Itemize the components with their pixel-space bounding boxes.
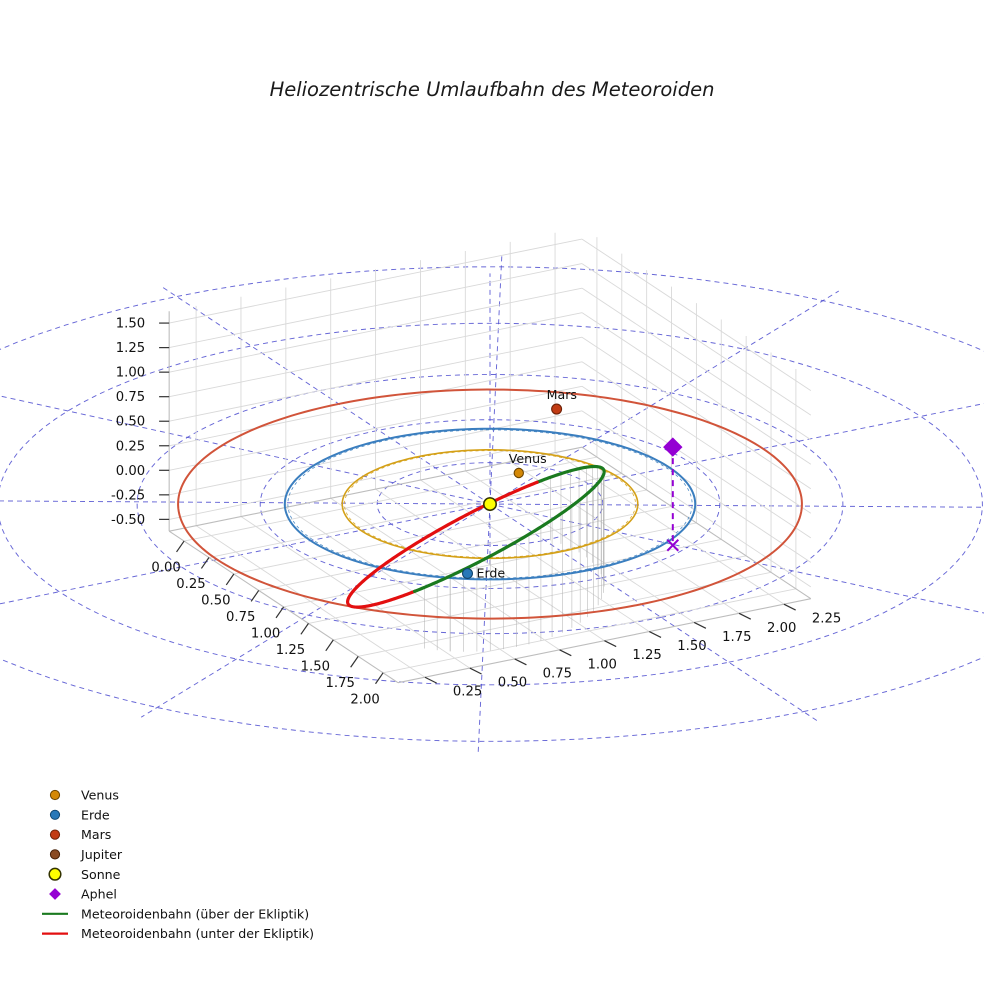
orbit-mars xyxy=(177,388,803,620)
tick-x: 0.25 xyxy=(176,577,205,592)
label-erde: Erde xyxy=(477,565,506,580)
tick-z: 0.25 xyxy=(116,439,145,454)
tick-z: 0.50 xyxy=(116,415,145,430)
tick-x: 1.25 xyxy=(276,643,305,658)
tick-z: 0.00 xyxy=(116,464,145,479)
legend: Venus Erde Mars Jupiter Sonne Aphel Meteoroide… xyxy=(42,788,314,941)
legend-item[interactable]: Meteoroidenbahn (unter der Ekliptik) xyxy=(42,926,314,941)
page-title: Heliozentrische Umlaufbahn des Meteoroid… xyxy=(270,78,715,101)
tick-x: 0.75 xyxy=(226,610,255,625)
aphel-floor-marker xyxy=(666,539,680,552)
tick-x: 0.00 xyxy=(151,561,180,576)
legend-label: Meteoroidenbahn (über der Ekliptik) xyxy=(81,906,309,921)
legend-label: Erde xyxy=(81,807,110,822)
tick-y: 2.25 xyxy=(812,612,841,627)
tick-y: 1.00 xyxy=(588,657,617,672)
tick-x: 1.00 xyxy=(251,626,280,641)
tick-y: 1.75 xyxy=(722,630,751,645)
legend-label: Venus xyxy=(81,788,119,803)
tick-z: -0.50 xyxy=(111,513,145,528)
tick-x: 1.50 xyxy=(301,659,330,674)
marker-erde xyxy=(461,567,474,580)
tick-y: 1.25 xyxy=(632,648,661,663)
legend-marker-swatch xyxy=(49,809,61,820)
tick-z: -0.25 xyxy=(111,488,145,503)
legend-marker-swatch xyxy=(49,849,61,860)
legend-label: Aphel xyxy=(81,887,117,902)
tick-y: 2.00 xyxy=(767,621,796,636)
meteoroid-orbit xyxy=(346,464,606,609)
marker-sonne xyxy=(482,497,497,512)
legend-label: Jupiter xyxy=(80,847,123,862)
tick-z: 1.50 xyxy=(116,317,145,332)
legend-item[interactable]: Mars xyxy=(49,827,111,842)
orbit-dropline-stems xyxy=(424,466,605,652)
legend-item[interactable]: Sonne xyxy=(48,867,121,882)
axis-ticks: 1.501.251.000.750.500.250.00-0.25-0.500.… xyxy=(111,317,841,708)
legend-label: Meteoroidenbahn (unter der Ekliptik) xyxy=(81,926,314,941)
orbit-erde xyxy=(283,427,697,581)
orbit-venus xyxy=(341,449,639,560)
legend-marker-swatch xyxy=(48,867,62,881)
tick-x: 0.50 xyxy=(201,593,230,608)
marker-aphel xyxy=(663,437,683,457)
label-mars: Mars xyxy=(547,387,577,402)
tick-z: 0.75 xyxy=(116,390,145,405)
tick-z: 1.25 xyxy=(116,341,145,356)
legend-marker-swatch xyxy=(49,789,61,801)
tick-y: 0.25 xyxy=(453,685,482,700)
tick-y: 1.50 xyxy=(677,639,706,654)
marker-mars xyxy=(551,403,563,415)
tick-y: 0.75 xyxy=(543,666,572,681)
tick-x: 1.75 xyxy=(326,676,355,691)
legend-item[interactable]: Aphel xyxy=(49,887,117,902)
planet-orbits xyxy=(177,388,803,620)
tick-y: 0.50 xyxy=(498,676,527,691)
legend-marker-swatch xyxy=(49,888,61,900)
marker-venus xyxy=(513,467,524,479)
body-markers: Venus Erde Mars xyxy=(461,387,683,580)
legend-label: Sonne xyxy=(81,867,121,882)
tick-x: 2.00 xyxy=(350,692,379,707)
legend-marker-swatch xyxy=(49,829,61,840)
label-venus: Venus xyxy=(509,451,547,466)
legend-item[interactable]: Venus xyxy=(49,788,119,803)
legend-label: Mars xyxy=(81,827,111,842)
legend-item[interactable]: Jupiter xyxy=(49,847,123,862)
ekliptik-polargitter xyxy=(0,255,984,753)
legend-item[interactable]: Meteoroidenbahn (über der Ekliptik) xyxy=(42,906,309,921)
tick-z: 1.00 xyxy=(116,366,145,381)
aphel-annotation xyxy=(666,447,680,552)
legend-item[interactable]: Erde xyxy=(49,807,110,822)
